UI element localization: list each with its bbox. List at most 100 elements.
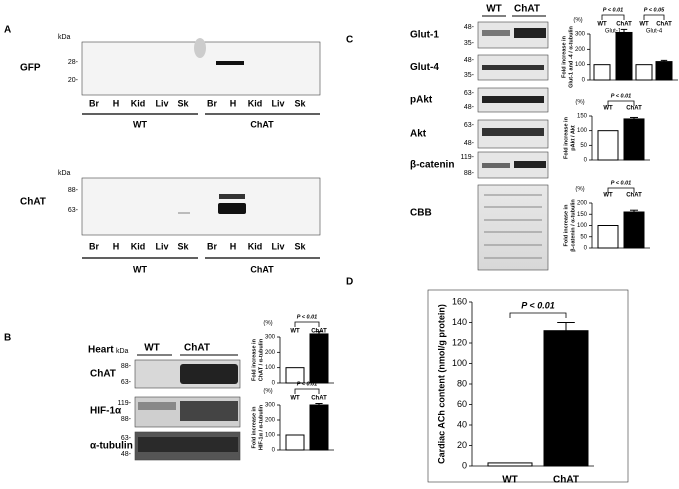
y-axis-label: Fold increase in xyxy=(563,204,569,247)
category-label: ChAT xyxy=(311,396,327,402)
lane-label: Sk xyxy=(177,98,189,108)
category-label: ChAT xyxy=(616,22,632,28)
kda-label: kDa xyxy=(116,348,129,355)
marker: 48- xyxy=(464,140,475,147)
p-value: P < 0.01 xyxy=(603,7,623,13)
bar xyxy=(655,61,673,81)
lane-label: H xyxy=(230,241,237,251)
marker: 88- xyxy=(464,170,475,177)
blot-name: α-tubulin xyxy=(90,441,133,452)
y-tick-label: 140 xyxy=(452,317,467,327)
p-value: P < 0.01 xyxy=(521,300,554,310)
significance-bracket xyxy=(294,321,320,327)
marker: 63- xyxy=(464,90,475,97)
group-label: WT xyxy=(133,119,147,129)
lane-label: Liv xyxy=(271,241,284,251)
blot-name: pAkt xyxy=(410,95,433,106)
blot-name: HIF-1α xyxy=(90,406,122,417)
unit-label: (%) xyxy=(575,100,584,106)
panel-frame xyxy=(427,289,629,483)
y-tick-label: 20 xyxy=(457,440,467,450)
lane-label: Liv xyxy=(155,98,168,108)
y-axis-label: Glut-1 and -4 / α-tubulin xyxy=(568,25,574,87)
bar xyxy=(309,404,329,451)
panel-label: B xyxy=(4,333,11,344)
group-label: ChAT xyxy=(184,343,210,354)
bar xyxy=(285,367,305,384)
kda-label: kDa xyxy=(58,34,71,41)
bar xyxy=(615,31,633,81)
significance-bracket xyxy=(607,187,635,193)
group-label: WT xyxy=(133,264,147,274)
y-tick-label: 100 xyxy=(577,223,588,229)
y-tick-label: 200 xyxy=(265,418,276,424)
lane-label: Kid xyxy=(248,98,263,108)
y-tick-label: 150 xyxy=(577,114,588,120)
bar xyxy=(285,434,305,451)
marker: 35- xyxy=(464,72,475,79)
y-tick-label: 100 xyxy=(577,128,588,134)
y-axis-label: Fold increase in xyxy=(561,35,567,78)
category-label: ChAT xyxy=(626,193,642,199)
y-tick-label: 80 xyxy=(457,378,467,388)
y-tick-label: 60 xyxy=(457,399,467,409)
category-label: WT xyxy=(290,329,300,335)
unit-label: (%) xyxy=(575,187,584,193)
category-label: WT xyxy=(639,22,649,28)
group-label: ChAT xyxy=(250,119,274,129)
p-value: P < 0.01 xyxy=(297,381,317,387)
p-value: P < 0.05 xyxy=(644,7,665,13)
p-value: P < 0.01 xyxy=(611,180,631,186)
significance-bracket xyxy=(509,312,567,318)
marker: 63- xyxy=(464,122,475,129)
lane-label: Liv xyxy=(271,98,284,108)
band xyxy=(482,65,544,70)
y-axis-label: β-catenin / α-tubulin xyxy=(570,199,576,252)
blot-name: GFP xyxy=(20,63,41,74)
marker: 63- xyxy=(121,379,132,386)
lane-label: H xyxy=(113,241,120,251)
band xyxy=(514,161,546,168)
bar xyxy=(309,333,329,384)
group-label: ChAT xyxy=(250,264,274,274)
lane-label: Sk xyxy=(294,98,306,108)
band xyxy=(482,163,510,168)
lane-label: Br xyxy=(89,98,99,108)
marker: 63- xyxy=(68,207,79,214)
group-label: WT xyxy=(486,4,502,15)
group-label: WT xyxy=(144,343,160,354)
y-tick-label: 40 xyxy=(457,419,467,429)
band xyxy=(482,30,510,36)
marker: 48- xyxy=(121,451,132,458)
y-tick-label: 200 xyxy=(575,47,586,53)
blot-name: Glut-4 xyxy=(410,62,439,73)
group-name: Glut-4 xyxy=(646,29,663,35)
category-label: WT xyxy=(603,193,613,199)
y-tick-label: 300 xyxy=(265,403,276,409)
group-label: ChAT xyxy=(514,4,540,15)
marker: 28- xyxy=(68,59,79,66)
bar xyxy=(623,118,645,161)
y-axis-label: Fold increase in xyxy=(563,116,569,159)
blot-name: Akt xyxy=(410,129,427,140)
y-tick-label: 100 xyxy=(452,358,467,368)
panel-label: C xyxy=(346,35,353,46)
marker: 119- xyxy=(118,400,132,407)
band xyxy=(482,96,544,103)
band xyxy=(180,364,238,384)
marker: 88- xyxy=(68,187,79,194)
band xyxy=(482,128,544,136)
panel-label: A xyxy=(4,25,11,36)
group-name: Glut-1 xyxy=(605,29,622,35)
y-axis-label: HIF-1α / α-tubulin xyxy=(258,404,264,450)
y-axis-label: Fold increase in xyxy=(251,406,257,449)
marker: 20- xyxy=(68,77,79,84)
category-label: WT xyxy=(603,106,613,112)
tissue-label: Heart xyxy=(88,345,114,356)
y-tick-label: 160 xyxy=(452,296,467,306)
blot xyxy=(477,184,549,271)
blot-name: ChAT xyxy=(20,197,46,208)
y-tick-label: 0 xyxy=(584,158,588,164)
bar xyxy=(635,64,653,81)
lane-label: H xyxy=(113,98,120,108)
